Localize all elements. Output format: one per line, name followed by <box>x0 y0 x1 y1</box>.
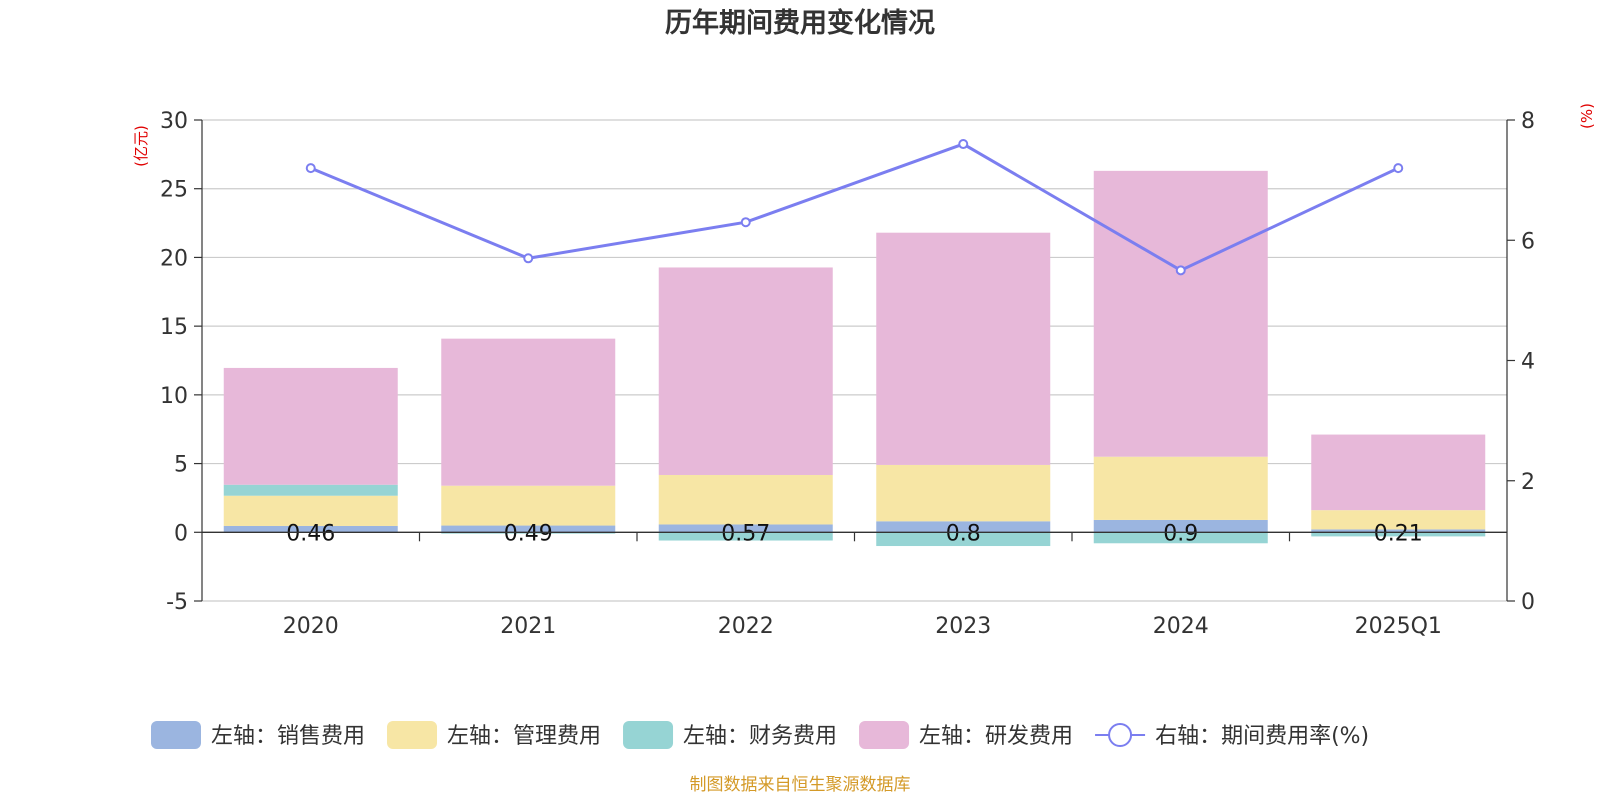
left-tick-label: 20 <box>160 246 188 271</box>
x-tick-label: 2023 <box>935 614 991 639</box>
bar-labels: 0.46 0.49 0.57 0.8 0.9 0.21 <box>202 521 1507 546</box>
bar-3-2020 <box>223 367 398 485</box>
rate-point <box>740 217 751 228</box>
bar-2-2023 <box>876 532 1051 547</box>
left-tick-label: 30 <box>160 109 188 134</box>
rate-line-path <box>310 142 1399 273</box>
legend-label: 左轴：管理费用 <box>447 724 601 749</box>
legend-swatch <box>859 721 910 749</box>
bar-value-label: 0.21 <box>1374 521 1423 546</box>
x-tick-label: 2021 <box>500 614 556 639</box>
left-tick-label: 25 <box>160 178 188 203</box>
legend-label: 左轴：财务费用 <box>683 724 837 749</box>
bar-1-2025Q1 <box>1311 510 1486 530</box>
bar-value-label: 0.9 <box>1163 521 1198 546</box>
rate-point <box>305 163 316 174</box>
x-tick-label: 2022 <box>718 614 774 639</box>
left-tick-label: 10 <box>160 384 188 409</box>
bar-1-2022 <box>658 474 833 525</box>
bar-value-label: 0.8 <box>946 521 981 546</box>
bar-1-2024 <box>1093 456 1268 520</box>
legend-swatch <box>387 721 438 749</box>
axes: (亿元) (%) -5 0 5 10 15 20 25 30 0 2 4 6 8 2020 2021 2022… <box>132 103 1596 639</box>
left-axis-unit: (亿元) <box>132 125 150 167</box>
data-source: 制图数据来自恒生聚源数据库 <box>690 775 911 795</box>
chart-title: 历年期间费用变化情况 <box>665 7 935 39</box>
bar-3-2021 <box>441 338 616 486</box>
bar-1-2023 <box>876 464 1051 522</box>
legend-circle-icon <box>1108 723 1133 747</box>
left-tick-label: 5 <box>174 453 188 478</box>
right-tick-label: 6 <box>1521 229 1535 254</box>
legend-label: 左轴：研发费用 <box>919 724 1073 749</box>
left-tick-label: 0 <box>174 521 188 546</box>
rate-line <box>305 139 1404 276</box>
bar-1-2021 <box>441 485 616 526</box>
rate-point <box>1175 265 1186 276</box>
left-tick-label: -5 <box>166 590 188 615</box>
legend-label: 左轴：销售费用 <box>211 724 365 749</box>
bar-1-2020 <box>223 495 398 526</box>
right-tick-label: 0 <box>1521 590 1535 615</box>
right-tick-label: 8 <box>1521 109 1535 134</box>
legend-label: 右轴：期间费用率(%) <box>1155 724 1369 749</box>
bar-0-2024 <box>1093 519 1268 533</box>
legend-swatch <box>623 721 674 749</box>
bar-value-label: 0.49 <box>504 521 553 546</box>
right-axis-unit: (%) <box>1578 103 1596 129</box>
x-tick-label: 2024 <box>1153 614 1209 639</box>
legend: 左轴：销售费用 左轴：管理费用 左轴：财务费用 左轴：研发费用 右轴：期间费用率(%) <box>151 721 1369 749</box>
bar-0-2025Q1 <box>1311 529 1486 533</box>
bar-3-2024 <box>1093 170 1268 457</box>
x-tick-label: 2025Q1 <box>1355 614 1442 639</box>
bar-2-2024 <box>1093 532 1268 544</box>
bar-0-2021 <box>441 525 616 533</box>
rate-point <box>958 139 969 150</box>
bar-value-label: 0.46 <box>286 521 335 546</box>
right-tick-label: 4 <box>1521 350 1535 375</box>
bar-2-2025Q1 <box>1311 532 1486 537</box>
bar-0-2020 <box>223 525 398 533</box>
bars <box>223 170 1486 547</box>
bar-3-2023 <box>876 232 1051 465</box>
bar-3-2022 <box>658 267 833 475</box>
left-tick-label: 15 <box>160 315 188 340</box>
legend-swatch <box>151 721 201 749</box>
bar-2-2022 <box>658 532 833 541</box>
rate-point <box>523 253 534 264</box>
right-tick-label: 2 <box>1521 470 1535 495</box>
bar-2-2020 <box>223 484 398 496</box>
bar-0-2023 <box>876 521 1051 533</box>
bar-0-2022 <box>658 524 833 533</box>
rate-point <box>1393 163 1404 174</box>
bar-3-2025Q1 <box>1311 434 1486 511</box>
bar-value-label: 0.57 <box>721 521 770 546</box>
x-tick-label: 2020 <box>283 614 339 639</box>
